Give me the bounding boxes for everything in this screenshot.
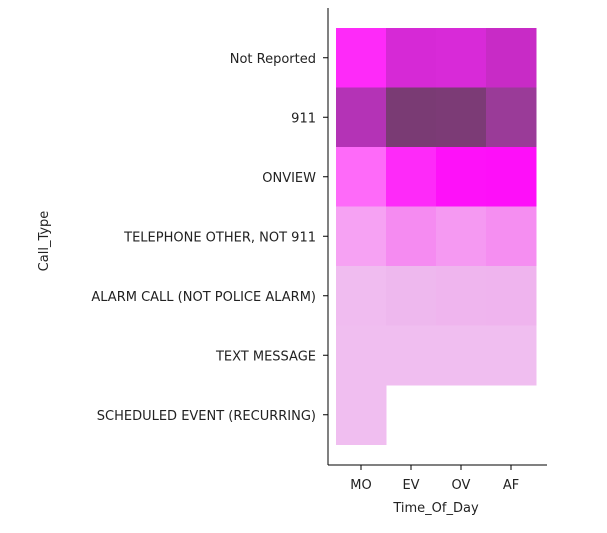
heatmap-cell: [486, 206, 537, 267]
heatmap-cell: [386, 28, 437, 88]
heatmap-cell: [436, 266, 487, 326]
heatmap-cell: [336, 87, 387, 148]
heatmap-cell: [386, 266, 437, 326]
x-tick-label: AF: [503, 478, 519, 493]
y-tick-label: ALARM CALL (NOT POLICE ALARM): [91, 290, 316, 305]
heatmap-cell: [436, 87, 487, 148]
heatmap-cell: [486, 28, 537, 88]
y-ticks: Not Reported 911 ONVIEW TELEPHONE OTHER, NO…: [91, 52, 328, 424]
heatmap-cell: [386, 147, 437, 207]
x-tick-label: MO: [350, 478, 371, 493]
heatmap-cell: [436, 206, 487, 267]
heatmap-cell: [336, 206, 387, 267]
x-axis-label: Time_Of_Day: [392, 501, 479, 516]
y-tick-label: SCHEDULED EVENT (RECURRING): [97, 409, 316, 424]
heatmap-cell: [336, 385, 387, 445]
heatmap-cell: [486, 266, 537, 326]
y-tick-label: TEXT MESSAGE: [215, 349, 316, 364]
x-ticks: MO EV OV AF: [350, 465, 519, 493]
y-tick-label: TELEPHONE OTHER, NOT 911: [123, 230, 316, 245]
heatmap-cells: [336, 28, 537, 445]
x-tick-label: EV: [402, 478, 419, 493]
heatmap-cell: [386, 206, 437, 267]
heatmap-cell: [386, 325, 437, 386]
heatmap-cell: [336, 28, 387, 88]
heatmap-cell: [336, 325, 387, 386]
heatmap-cell: [336, 147, 387, 207]
heatmap-cell: [386, 87, 437, 148]
y-tick-label: 911: [291, 111, 316, 126]
heatmap-cell: [486, 325, 537, 386]
x-tick-label: OV: [452, 478, 471, 493]
heatmap-cell: [436, 325, 487, 386]
heatmap-cell: [436, 147, 487, 207]
y-axis-label: Call_Type: [37, 211, 52, 272]
heatmap-cell: [486, 87, 537, 148]
y-tick-label: ONVIEW: [262, 171, 316, 186]
heatmap-cell: [336, 266, 387, 326]
heatmap-cell: [436, 28, 487, 88]
heatmap-cell: [486, 147, 537, 207]
y-tick-label: Not Reported: [230, 52, 316, 67]
